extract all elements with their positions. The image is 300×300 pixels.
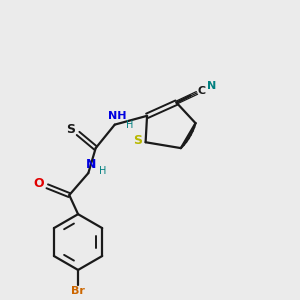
Text: NH: NH	[109, 111, 127, 122]
Text: O: O	[34, 177, 44, 190]
Text: H: H	[99, 166, 106, 176]
Text: N: N	[86, 158, 97, 171]
Text: N: N	[207, 82, 216, 92]
Text: Br: Br	[71, 286, 85, 296]
Text: C: C	[198, 85, 206, 96]
Text: S: S	[66, 123, 75, 136]
Text: H: H	[126, 120, 133, 130]
Text: S: S	[133, 134, 142, 147]
